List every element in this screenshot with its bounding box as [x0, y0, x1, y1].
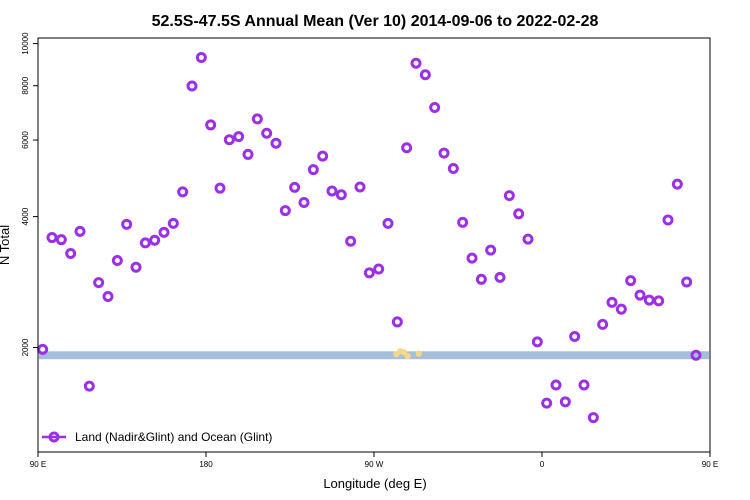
ocean-band — [39, 351, 709, 360]
data-points — [37, 51, 702, 424]
legend-label: Land (Nadir&Glint) and Ocean (Glint) — [75, 430, 272, 444]
data-point — [550, 379, 562, 391]
data-point — [261, 127, 273, 139]
data-point — [690, 349, 702, 361]
data-point — [634, 289, 646, 301]
data-point — [569, 330, 581, 342]
data-point — [298, 197, 310, 209]
data-point — [671, 178, 683, 190]
data-point — [391, 316, 403, 328]
data-point — [121, 218, 133, 230]
data-point — [447, 163, 459, 175]
legend: Land (Nadir&Glint) and Ocean (Glint) — [42, 430, 272, 444]
data-point — [317, 150, 329, 162]
data-point — [457, 216, 469, 228]
data-point — [251, 113, 263, 125]
data-point — [55, 234, 67, 246]
data-point — [345, 235, 357, 247]
data-point — [625, 275, 637, 287]
y-tick-label: 8000 — [21, 76, 30, 94]
x-tick-label: 0 — [540, 460, 545, 469]
data-point — [559, 396, 571, 408]
data-point — [139, 237, 151, 249]
y-axis-ticks: 2000 4000 6000 8000 10000 — [21, 32, 38, 356]
data-point — [335, 189, 347, 201]
y-axis-label: N Total — [0, 225, 12, 265]
data-point — [223, 134, 235, 146]
data-point — [485, 244, 497, 256]
y-tick-label: 2000 — [21, 338, 30, 356]
data-point — [195, 51, 207, 63]
data-point — [167, 217, 179, 229]
data-point — [429, 101, 441, 113]
data-point — [643, 294, 655, 306]
data-point — [587, 412, 599, 424]
data-point — [597, 318, 609, 330]
data-point — [130, 261, 142, 273]
data-point — [382, 217, 394, 229]
plot-frame — [37, 37, 711, 453]
data-point — [531, 336, 543, 348]
data-point — [373, 263, 385, 275]
data-point — [233, 131, 245, 143]
data-point — [270, 137, 282, 149]
x-tick-label: 90 E — [702, 460, 718, 469]
data-point — [513, 208, 525, 220]
x-tick-label: 180 — [199, 460, 213, 469]
data-point — [205, 119, 217, 131]
data-point — [578, 379, 590, 391]
data-point — [177, 186, 189, 198]
data-point — [662, 214, 674, 226]
data-point — [410, 57, 422, 69]
land-marks — [393, 348, 422, 360]
data-point — [438, 147, 450, 159]
data-point — [681, 276, 693, 288]
data-point — [466, 252, 478, 264]
data-point — [541, 397, 553, 409]
data-point — [475, 273, 487, 285]
legend-marker — [48, 431, 60, 443]
data-point — [186, 80, 198, 92]
y-tick-label: 6000 — [21, 131, 30, 149]
data-point — [279, 205, 291, 217]
data-point — [111, 255, 123, 267]
data-point — [242, 148, 254, 160]
x-tick-label: 90 E — [30, 460, 46, 469]
land-mark — [415, 350, 422, 357]
data-point — [503, 190, 515, 202]
y-tick-label: 4000 — [21, 207, 30, 225]
data-point — [354, 181, 366, 193]
data-point — [214, 182, 226, 194]
data-point — [606, 296, 618, 308]
data-point — [289, 181, 301, 193]
x-axis-ticks: 90 E 180 90 W 0 90 E — [30, 452, 718, 469]
data-point — [46, 232, 58, 244]
land-mark — [400, 349, 408, 356]
data-point — [83, 380, 95, 392]
data-point — [363, 267, 375, 279]
data-point — [419, 69, 431, 81]
data-point — [522, 233, 534, 245]
data-point — [653, 295, 665, 307]
data-point — [149, 234, 161, 246]
y-tick-label: 10000 — [21, 32, 30, 55]
data-point — [326, 185, 338, 197]
data-point — [93, 277, 105, 289]
data-point — [158, 226, 170, 238]
data-point — [307, 164, 319, 176]
data-point — [615, 303, 627, 315]
ocean-band-rect — [39, 351, 709, 360]
data-point — [401, 142, 413, 154]
data-point — [494, 271, 506, 283]
data-point — [102, 291, 114, 303]
x-tick-label: 90 W — [365, 460, 384, 469]
chart-title: 52.5S-47.5S Annual Mean (Ver 10) 2014-09… — [152, 13, 599, 30]
data-point — [74, 225, 86, 237]
data-point — [37, 343, 49, 355]
x-axis-label: Longitude (deg E) — [323, 476, 426, 491]
data-point — [65, 248, 77, 260]
